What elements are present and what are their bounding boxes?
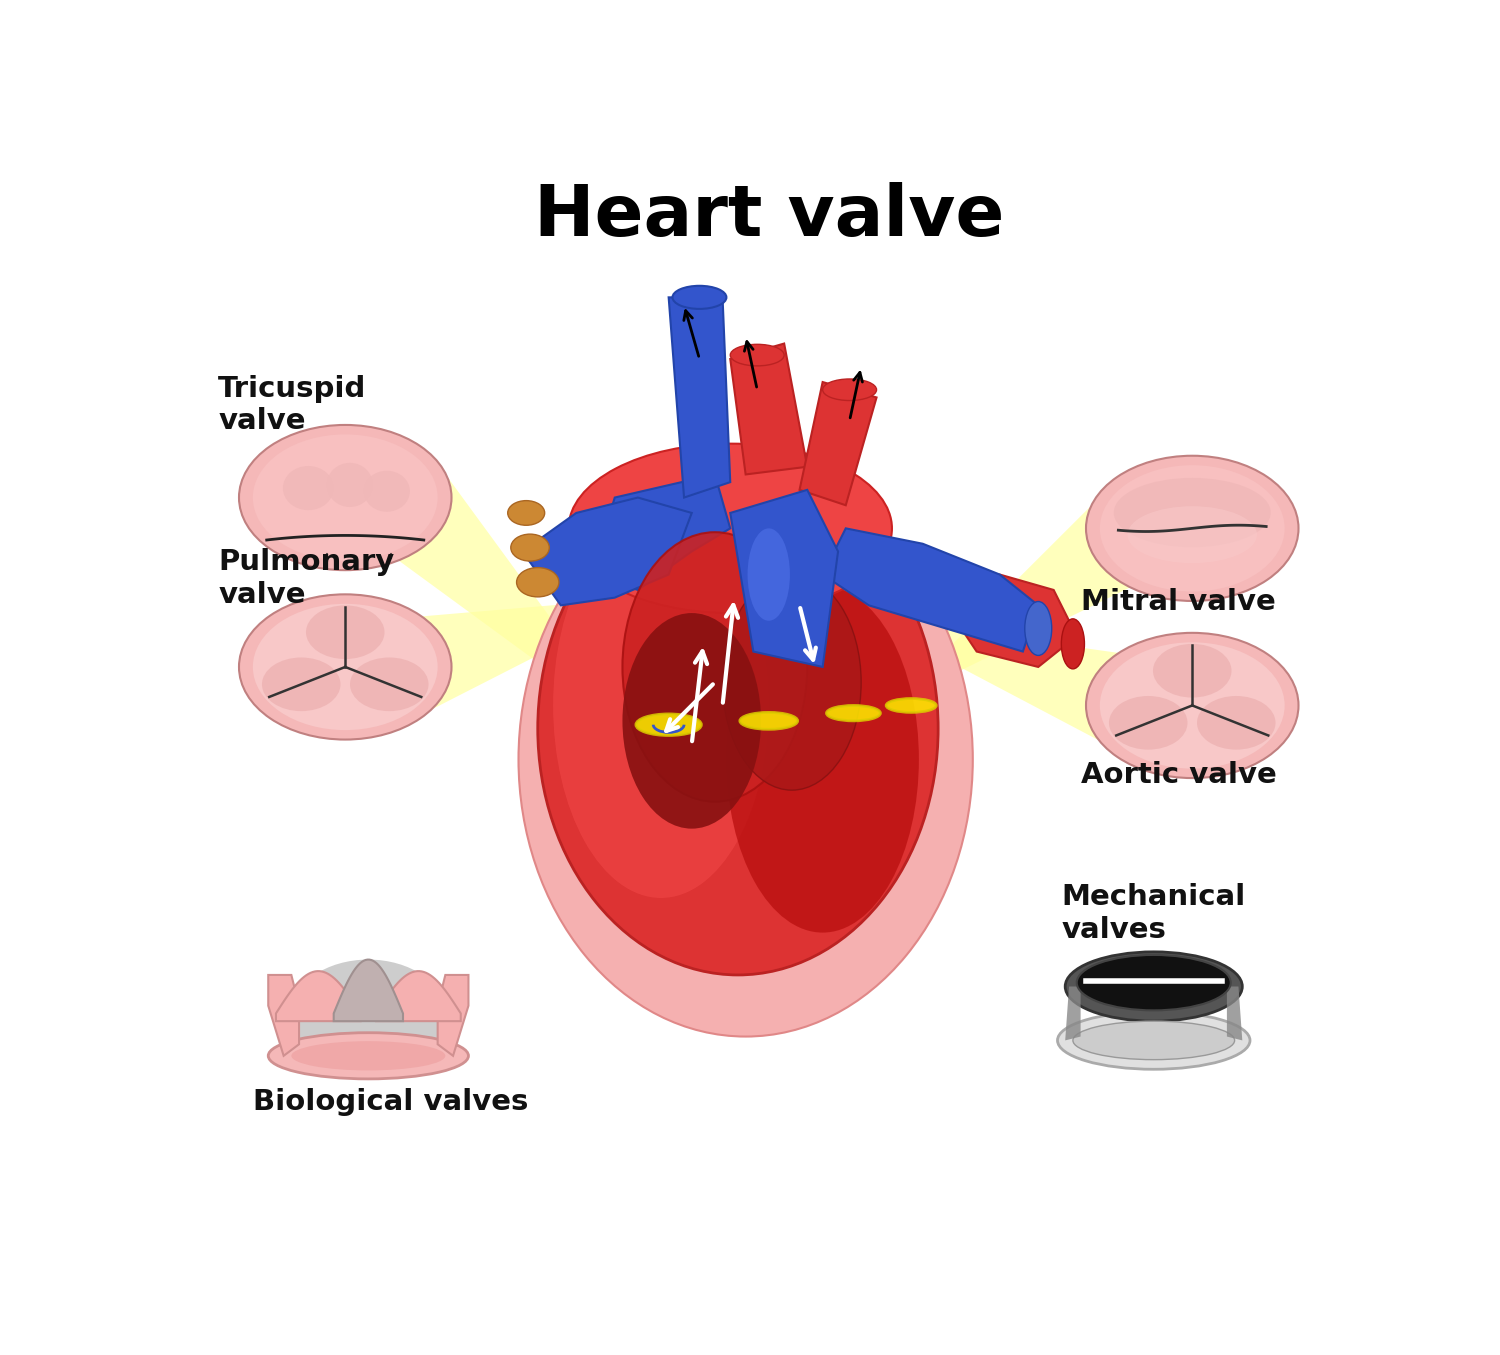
Polygon shape <box>920 488 1167 687</box>
Ellipse shape <box>1108 696 1188 749</box>
Ellipse shape <box>262 657 340 711</box>
Ellipse shape <box>507 500 544 526</box>
Ellipse shape <box>516 568 560 598</box>
Ellipse shape <box>1024 602 1051 656</box>
Ellipse shape <box>1154 644 1232 698</box>
Polygon shape <box>669 297 730 497</box>
Polygon shape <box>372 470 612 710</box>
Polygon shape <box>730 491 839 667</box>
Polygon shape <box>822 528 1038 652</box>
Polygon shape <box>438 976 468 1056</box>
Ellipse shape <box>554 514 768 898</box>
Ellipse shape <box>1086 455 1299 602</box>
Polygon shape <box>591 474 730 589</box>
Polygon shape <box>1065 986 1080 1041</box>
Ellipse shape <box>827 706 880 721</box>
Polygon shape <box>268 976 298 1056</box>
Ellipse shape <box>740 713 798 729</box>
Text: Tricuspid
valve: Tricuspid valve <box>217 375 366 435</box>
Ellipse shape <box>291 959 446 1068</box>
Ellipse shape <box>1072 1022 1234 1060</box>
Ellipse shape <box>672 286 726 309</box>
Ellipse shape <box>238 595 452 740</box>
Polygon shape <box>730 344 807 474</box>
Ellipse shape <box>512 534 549 561</box>
Polygon shape <box>1227 986 1242 1041</box>
Polygon shape <box>800 382 876 505</box>
Polygon shape <box>276 972 360 1022</box>
Text: Heart valve: Heart valve <box>534 182 1004 251</box>
Ellipse shape <box>363 470 410 512</box>
Ellipse shape <box>254 435 438 561</box>
Ellipse shape <box>886 699 936 713</box>
Ellipse shape <box>1100 642 1284 768</box>
Ellipse shape <box>1197 696 1275 749</box>
Ellipse shape <box>519 482 974 1037</box>
Ellipse shape <box>291 1041 446 1070</box>
Text: Mitral valve: Mitral valve <box>1080 588 1275 615</box>
Text: Biological valves: Biological valves <box>254 1088 528 1117</box>
Ellipse shape <box>1100 465 1284 592</box>
Ellipse shape <box>1062 619 1084 669</box>
Ellipse shape <box>284 466 333 511</box>
Ellipse shape <box>747 528 790 621</box>
Ellipse shape <box>268 1033 468 1079</box>
Ellipse shape <box>350 657 429 711</box>
Ellipse shape <box>822 379 876 401</box>
Ellipse shape <box>1113 478 1270 547</box>
Polygon shape <box>376 972 460 1022</box>
Ellipse shape <box>723 575 861 790</box>
Ellipse shape <box>1058 1012 1250 1069</box>
Ellipse shape <box>327 463 374 507</box>
Ellipse shape <box>730 344 784 366</box>
Ellipse shape <box>306 606 384 659</box>
Ellipse shape <box>1086 633 1299 778</box>
Polygon shape <box>333 959 404 1022</box>
Ellipse shape <box>622 612 760 829</box>
Ellipse shape <box>568 443 892 612</box>
Ellipse shape <box>1077 955 1230 1011</box>
Ellipse shape <box>1128 507 1257 564</box>
Text: Aortic valve: Aortic valve <box>1080 760 1276 789</box>
Ellipse shape <box>537 482 938 976</box>
Text: Pulmonary
valve: Pulmonary valve <box>217 549 394 608</box>
Polygon shape <box>898 622 1154 753</box>
Ellipse shape <box>254 604 438 730</box>
Ellipse shape <box>622 533 807 802</box>
Polygon shape <box>522 497 692 606</box>
Ellipse shape <box>238 425 452 570</box>
Ellipse shape <box>1065 951 1242 1022</box>
Ellipse shape <box>636 714 702 736</box>
Ellipse shape <box>726 587 920 932</box>
Text: Mechanical
valves: Mechanical valves <box>1062 883 1245 943</box>
Polygon shape <box>946 575 1077 667</box>
Polygon shape <box>393 599 624 715</box>
